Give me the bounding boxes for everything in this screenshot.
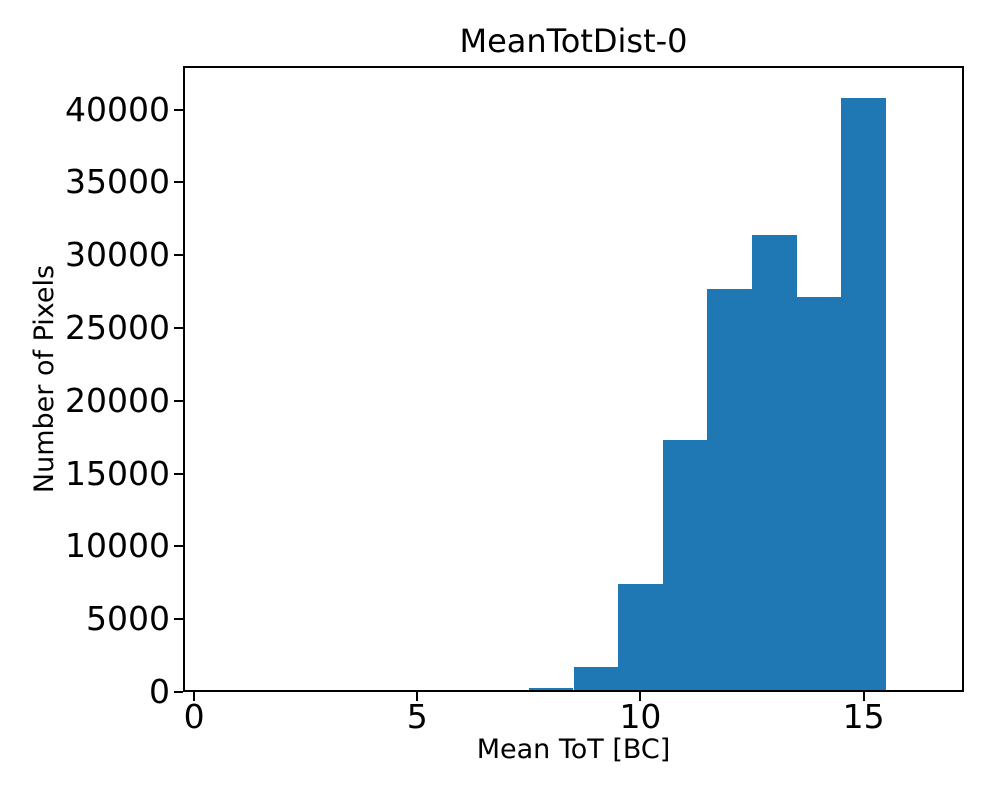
y-tick-mark xyxy=(174,327,183,330)
histogram-bar xyxy=(618,584,663,692)
histogram-bar xyxy=(573,666,619,692)
x-tick-mark xyxy=(639,692,642,701)
y-tick-mark xyxy=(174,254,183,257)
histogram-bar xyxy=(841,98,886,692)
histogram-bar xyxy=(707,288,752,692)
histogram-bar xyxy=(752,234,797,692)
y-tick-label: 30000 xyxy=(65,235,170,275)
y-tick-label: 15000 xyxy=(65,453,170,493)
y-tick-mark xyxy=(174,545,183,548)
x-tick-mark xyxy=(416,692,419,701)
y-tick-mark xyxy=(174,691,183,693)
x-tick-mark xyxy=(862,692,865,701)
y-tick-label: 0 xyxy=(149,672,170,711)
y-tick-mark xyxy=(174,181,183,184)
y-tick-label: 20000 xyxy=(65,380,170,420)
y-tick-label: 10000 xyxy=(65,526,170,566)
y-tick-mark xyxy=(174,618,183,621)
histogram-bar xyxy=(662,440,708,692)
x-tick-label: 15 xyxy=(842,697,885,736)
y-tick-mark xyxy=(174,472,183,475)
chart-title: MeanTotDist-0 xyxy=(459,22,688,60)
y-tick-mark xyxy=(174,399,183,402)
x-tick-mark xyxy=(193,692,196,701)
x-tick-label: 10 xyxy=(619,697,662,736)
y-tick-label: 40000 xyxy=(65,89,170,129)
y-tick-mark xyxy=(174,108,183,111)
x-tick-label: 0 xyxy=(183,697,205,736)
histogram-bar xyxy=(796,297,842,692)
y-tick-label: 35000 xyxy=(65,162,170,202)
x-axis-label: Mean ToT [BC] xyxy=(476,734,671,765)
y-tick-label: 25000 xyxy=(65,308,170,348)
histogram-bar xyxy=(528,688,574,692)
x-tick-label: 5 xyxy=(406,697,428,736)
y-tick-label: 5000 xyxy=(86,599,170,639)
